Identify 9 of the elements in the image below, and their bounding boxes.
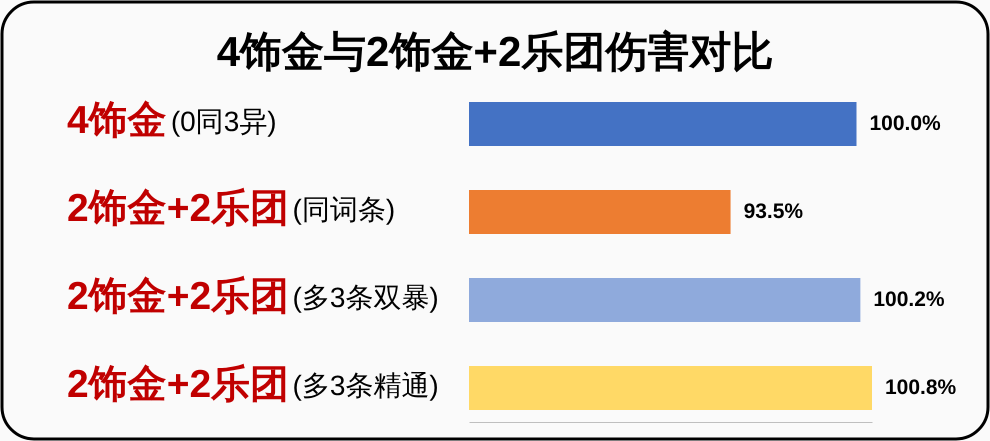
data-label: 93.5% [744,200,804,223]
data-label: 100.2% [873,288,945,311]
y-tick-label: 2饰金+2乐团(多3条精通) [67,363,439,406]
y-tick-label: 2饰金+2乐团(同词条) [67,187,396,230]
data-label: 100.0% [870,112,942,135]
chart-title: 4饰金与2饰金+2乐团伤害对比 [216,28,774,75]
data-label: 100.8% [885,376,957,399]
y-tick-label: 4饰金(0同3异) [67,99,277,142]
y-tick-label: 2饰金+2乐团(多3条双暴) [67,275,439,318]
